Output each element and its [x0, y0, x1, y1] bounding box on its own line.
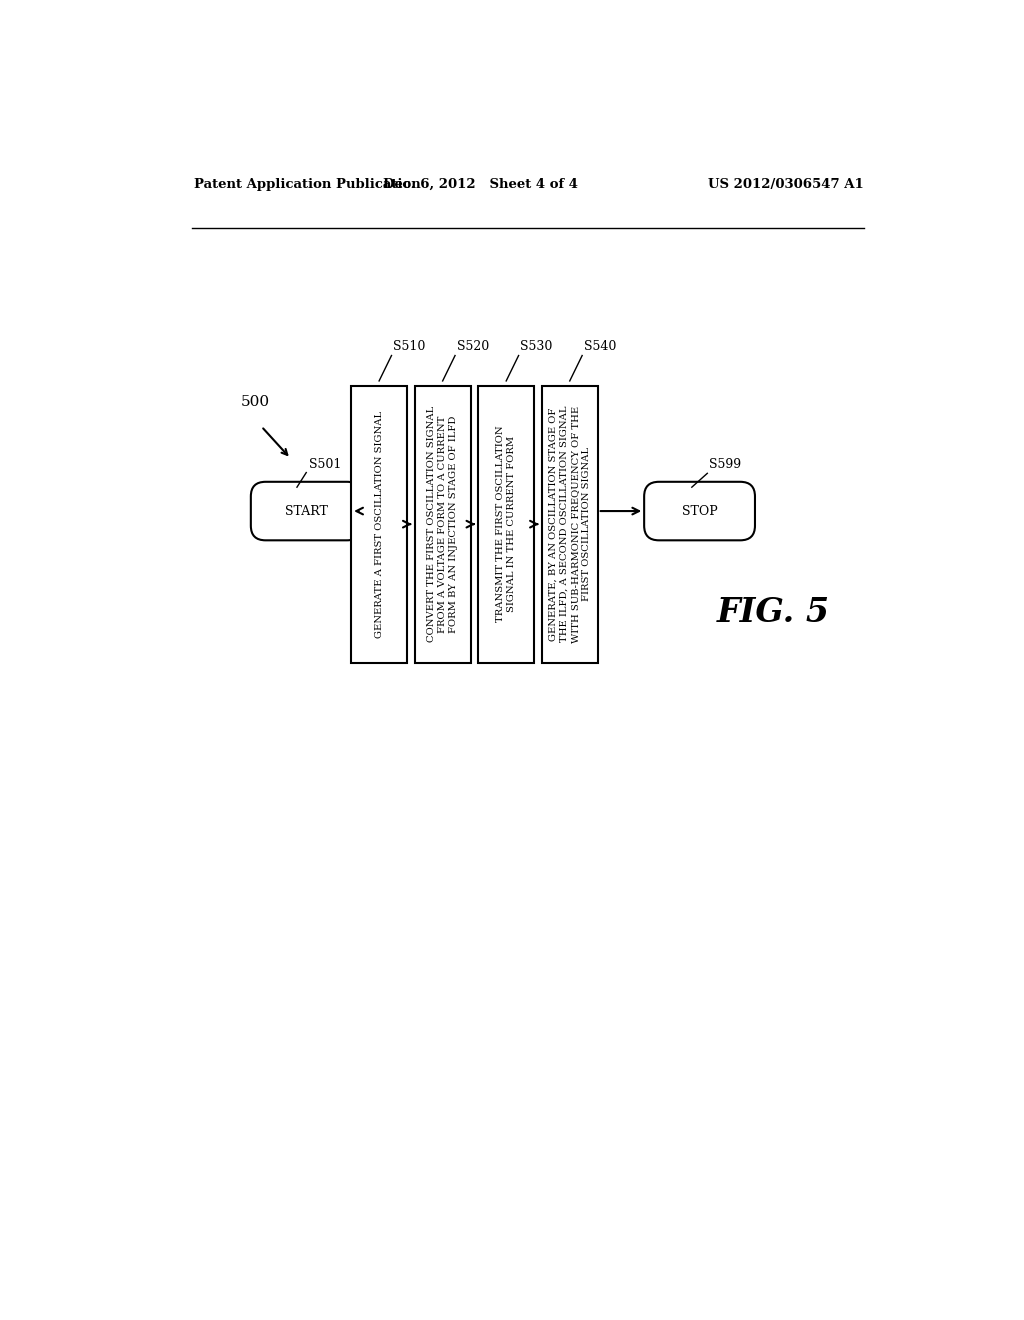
FancyBboxPatch shape [644, 482, 755, 540]
FancyBboxPatch shape [351, 385, 407, 663]
Text: FIG. 5: FIG. 5 [717, 597, 830, 630]
Text: US 2012/0306547 A1: US 2012/0306547 A1 [709, 178, 864, 190]
Text: S530: S530 [520, 341, 553, 354]
Text: GENERATE, BY AN OSCILLATION STAGE OF
THE ILFD, A SECOND OSCILLATION SIGNAL
WITH : GENERATE, BY AN OSCILLATION STAGE OF THE… [549, 405, 591, 643]
Text: S540: S540 [584, 341, 616, 354]
Text: CONVERT THE FIRST OSCILLATION SIGNAL
FROM A VOLTAGE FORM TO A CURRENT
FORM BY AN: CONVERT THE FIRST OSCILLATION SIGNAL FRO… [427, 407, 459, 643]
Text: Dec. 6, 2012   Sheet 4 of 4: Dec. 6, 2012 Sheet 4 of 4 [383, 178, 579, 190]
Text: S501: S501 [308, 458, 341, 471]
FancyBboxPatch shape [542, 385, 598, 663]
Text: Patent Application Publication: Patent Application Publication [194, 178, 421, 190]
FancyBboxPatch shape [251, 482, 361, 540]
Text: START: START [285, 504, 328, 517]
Text: 500: 500 [241, 395, 269, 409]
FancyBboxPatch shape [478, 385, 535, 663]
Text: S510: S510 [393, 341, 425, 354]
Text: GENERATE A FIRST OSCILLATION SIGNAL: GENERATE A FIRST OSCILLATION SIGNAL [375, 411, 384, 638]
Text: STOP: STOP [682, 504, 718, 517]
Text: TRANSMIT THE FIRST OSCILLATION
SIGNAL IN THE CURRENT FORM: TRANSMIT THE FIRST OSCILLATION SIGNAL IN… [497, 426, 516, 623]
FancyBboxPatch shape [415, 385, 471, 663]
Text: S599: S599 [709, 458, 741, 471]
Text: S520: S520 [457, 341, 488, 354]
